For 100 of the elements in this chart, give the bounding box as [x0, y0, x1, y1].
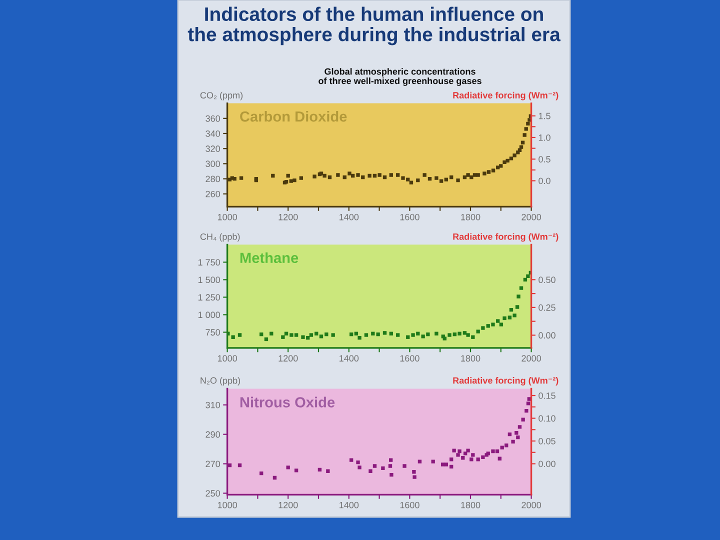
point: [444, 462, 448, 466]
point: [412, 475, 416, 479]
point: [231, 335, 235, 339]
point: [358, 336, 362, 340]
point: [371, 332, 375, 336]
y-tick-label: 300: [206, 160, 220, 168]
point: [471, 335, 475, 339]
x-tick-label: 1600: [400, 502, 420, 508]
y2-tick-label: 1.0: [538, 134, 550, 141]
y-tick-label: 340: [206, 130, 220, 137]
x-tick-label: 1200: [278, 214, 298, 220]
point: [452, 448, 456, 452]
y2-tick-label: 0.00: [538, 332, 556, 339]
y-tick-label: 290: [206, 431, 220, 438]
point: [389, 458, 393, 462]
point: [518, 425, 522, 429]
point: [512, 314, 516, 318]
point: [326, 469, 330, 473]
point: [498, 456, 502, 460]
point: [458, 449, 462, 454]
y-tick-label: 360: [206, 115, 220, 122]
point: [431, 460, 435, 464]
point: [411, 333, 415, 337]
point: [228, 463, 232, 468]
y-tick-label: 260: [206, 190, 220, 198]
y-tick-label: 1 250: [198, 294, 220, 301]
y2-tick-label: 0.25: [538, 304, 556, 311]
point: [314, 332, 318, 336]
point: [481, 326, 485, 330]
point: [406, 335, 410, 339]
point: [306, 336, 310, 340]
point: [402, 464, 406, 468]
y-tick-label: 280: [206, 176, 220, 182]
y2-axis-title: Radiative forcing (Wm⁻²): [453, 92, 558, 100]
x-tick-label: 1000: [218, 355, 237, 362]
point: [458, 332, 462, 336]
point: [264, 337, 268, 342]
x-tick-label: 1400: [340, 502, 359, 508]
point: [461, 456, 465, 460]
y-tick-label: 750: [206, 329, 220, 336]
chart-subtitle: Global atmospheric concentrations of three well-mixed greenhouse gases: [318, 68, 482, 86]
annotation: Methane: [240, 252, 298, 264]
annotation: Nitrous Oxide: [240, 396, 335, 408]
point: [502, 316, 506, 320]
point: [521, 418, 525, 422]
point: [476, 458, 480, 462]
point: [462, 331, 467, 335]
point: [372, 464, 377, 468]
point: [481, 455, 485, 459]
y2-tick-label: 0.15: [538, 392, 556, 399]
point: [272, 476, 277, 480]
y-axis-title: CH₄ (ppb): [200, 233, 240, 242]
point: [309, 333, 314, 337]
y-tick-label: 1 750: [198, 259, 220, 266]
y-tick-label: 250: [206, 490, 220, 497]
point: [450, 458, 454, 462]
point: [324, 332, 328, 336]
y-tick-label: 320: [206, 146, 220, 152]
x-tick-label: 1200: [278, 355, 298, 362]
point: [364, 333, 368, 337]
point: [471, 453, 475, 457]
x-tick-label: 1800: [461, 214, 480, 220]
point: [286, 466, 290, 470]
point: [499, 322, 504, 326]
point: [466, 333, 470, 337]
point: [511, 440, 515, 444]
point: [319, 334, 324, 338]
point: [452, 332, 457, 336]
y2-tick-label: 0.50: [538, 276, 556, 284]
y-axis-title: N₂O (ppb): [200, 377, 240, 386]
point: [516, 294, 520, 298]
point: [354, 332, 358, 336]
point: [440, 462, 445, 466]
x-tick-label: 1800: [461, 502, 480, 508]
point: [519, 286, 524, 290]
x-tick-label: 1000: [218, 502, 237, 508]
point: [476, 330, 480, 334]
y-tick-label: 1 000: [198, 312, 220, 318]
y2-axis-title: Radiative forcing (Wm⁻²): [453, 377, 558, 386]
x-tick-label: 1400: [340, 214, 359, 220]
x-tick-label: 1200: [278, 502, 298, 508]
y-axis-title: CO₂ (ppm): [200, 92, 243, 100]
y-tick-label: 310: [206, 402, 220, 408]
y2-tick-label: 0.00: [538, 460, 556, 468]
point: [294, 333, 298, 337]
point: [508, 432, 512, 436]
point: [496, 319, 500, 323]
point: [466, 448, 470, 452]
point: [526, 402, 530, 406]
point: [486, 324, 490, 328]
point: [470, 458, 474, 462]
point: [389, 332, 393, 336]
point: [260, 472, 264, 476]
x-tick-label: 1600: [400, 355, 420, 362]
point: [509, 308, 514, 312]
x-tick-label: 1400: [340, 355, 359, 362]
point: [388, 464, 392, 468]
y2-tick-label: 1.5: [538, 112, 550, 120]
point: [491, 449, 495, 454]
chart-title: Indicators of the human influence on the atmosphere during the industrial era: [188, 6, 561, 46]
